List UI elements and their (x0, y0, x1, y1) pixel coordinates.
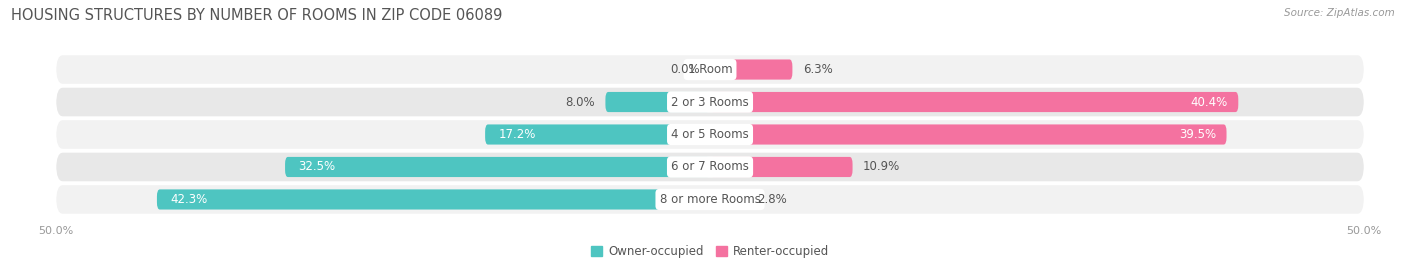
Text: 2 or 3 Rooms: 2 or 3 Rooms (671, 95, 749, 108)
Text: 40.4%: 40.4% (1191, 95, 1227, 108)
Text: 39.5%: 39.5% (1180, 128, 1216, 141)
Text: Source: ZipAtlas.com: Source: ZipAtlas.com (1284, 8, 1395, 18)
FancyBboxPatch shape (710, 92, 1239, 112)
FancyBboxPatch shape (710, 59, 793, 80)
FancyBboxPatch shape (710, 125, 1226, 144)
FancyBboxPatch shape (485, 125, 710, 144)
Text: 0.0%: 0.0% (669, 63, 700, 76)
Text: 8 or more Rooms: 8 or more Rooms (659, 193, 761, 206)
Text: 2.8%: 2.8% (756, 193, 787, 206)
FancyBboxPatch shape (710, 189, 747, 210)
Text: 17.2%: 17.2% (498, 128, 536, 141)
FancyBboxPatch shape (56, 185, 1364, 214)
Text: 6 or 7 Rooms: 6 or 7 Rooms (671, 161, 749, 174)
FancyBboxPatch shape (56, 88, 1364, 116)
Text: 10.9%: 10.9% (863, 161, 900, 174)
FancyBboxPatch shape (56, 153, 1364, 181)
Text: HOUSING STRUCTURES BY NUMBER OF ROOMS IN ZIP CODE 06089: HOUSING STRUCTURES BY NUMBER OF ROOMS IN… (11, 8, 502, 23)
Text: 6.3%: 6.3% (803, 63, 832, 76)
FancyBboxPatch shape (56, 120, 1364, 149)
Text: 4 or 5 Rooms: 4 or 5 Rooms (671, 128, 749, 141)
FancyBboxPatch shape (285, 157, 710, 177)
Text: 1 Room: 1 Room (688, 63, 733, 76)
Legend: Owner-occupied, Renter-occupied: Owner-occupied, Renter-occupied (586, 240, 834, 263)
Text: 32.5%: 32.5% (298, 161, 335, 174)
Text: 42.3%: 42.3% (170, 193, 207, 206)
Text: 8.0%: 8.0% (565, 95, 595, 108)
FancyBboxPatch shape (606, 92, 710, 112)
FancyBboxPatch shape (56, 55, 1364, 84)
FancyBboxPatch shape (157, 189, 710, 210)
FancyBboxPatch shape (710, 157, 852, 177)
